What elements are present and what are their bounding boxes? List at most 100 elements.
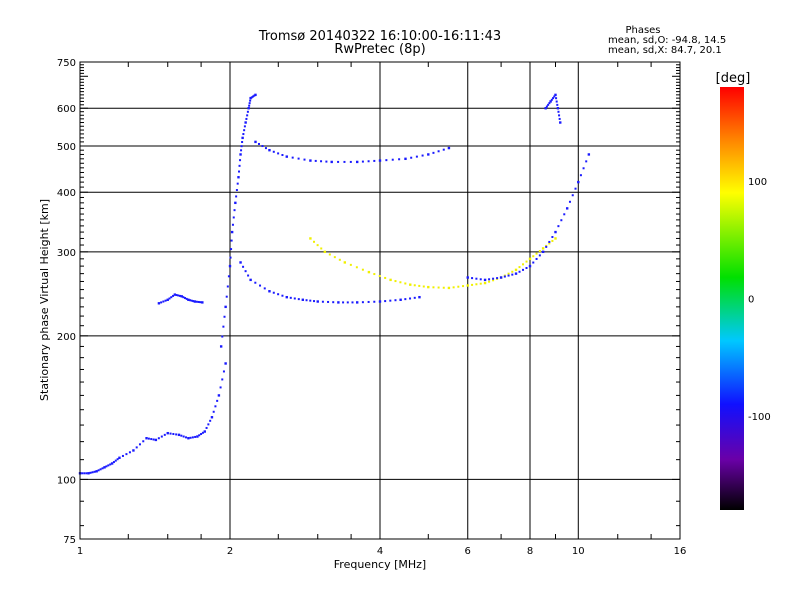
data-point <box>154 438 158 442</box>
y-axis-label: Stationary phase Virtual Height [km] <box>38 199 51 401</box>
y-tick-label: 500 <box>57 142 76 153</box>
data-point <box>349 263 352 266</box>
data-point <box>522 263 525 266</box>
data-point <box>291 156 294 159</box>
data-points <box>78 93 591 475</box>
data-point <box>173 293 177 296</box>
data-point <box>128 451 131 454</box>
data-point <box>212 410 215 413</box>
data-point <box>316 300 319 303</box>
data-point <box>164 299 167 302</box>
data-point <box>551 236 554 239</box>
data-point <box>83 472 86 475</box>
data-point <box>222 370 225 373</box>
data-point <box>488 280 491 283</box>
data-point <box>418 295 421 299</box>
data-point <box>483 281 487 285</box>
data-point <box>254 281 257 284</box>
data-point <box>239 261 242 264</box>
chart-title: Tromsø 20140322 16:10:00-16:11:43 <box>258 29 501 44</box>
data-point <box>281 154 284 157</box>
data-point <box>259 284 262 287</box>
data-point <box>337 301 340 304</box>
data-point <box>285 295 288 299</box>
data-point <box>180 434 183 437</box>
data-point <box>118 456 121 459</box>
data-point <box>187 437 190 440</box>
data-point <box>367 160 370 163</box>
data-point <box>525 260 528 263</box>
data-point <box>188 299 191 302</box>
data-point <box>466 276 469 279</box>
data-point <box>571 194 574 197</box>
y-tick-label: 750 <box>57 58 76 69</box>
data-point <box>277 293 280 296</box>
x-tick-label: 10 <box>572 546 585 557</box>
data-point <box>138 443 141 446</box>
data-point <box>243 125 246 128</box>
data-point <box>342 301 345 304</box>
x-tick-label: 8 <box>527 546 533 557</box>
data-point <box>373 273 376 276</box>
phases-o-stats: mean, sd,O: -94.8, 14.5 <box>608 35 726 46</box>
data-point <box>142 440 145 443</box>
chart-subtitle: RwPretec (8p) <box>334 42 425 57</box>
phases-x-stats: mean, sd,X: 84.7, 20.1 <box>608 45 722 56</box>
data-point <box>196 435 199 438</box>
data-point <box>442 148 445 151</box>
data-point <box>93 470 96 473</box>
data-point <box>499 276 503 279</box>
data-point <box>323 250 327 254</box>
data-point <box>325 160 328 163</box>
data-point <box>568 200 571 203</box>
data-point <box>503 275 506 278</box>
data-point <box>548 240 551 243</box>
data-point <box>447 286 451 290</box>
data-point <box>192 300 195 303</box>
y-tick-label: 100 <box>57 475 76 486</box>
data-point <box>247 274 250 277</box>
data-point <box>314 159 317 162</box>
data-point <box>479 282 482 285</box>
data-point <box>175 294 178 297</box>
data-point <box>343 261 347 264</box>
data-point <box>225 295 228 298</box>
data-point <box>187 298 190 301</box>
data-point <box>552 97 555 100</box>
data-point <box>385 159 388 162</box>
data-point <box>410 156 413 159</box>
data-point <box>492 277 495 280</box>
data-point <box>205 426 208 429</box>
data-point <box>389 299 392 302</box>
data-point <box>555 97 558 100</box>
data-point <box>224 362 227 365</box>
data-point <box>191 436 194 439</box>
data-point <box>553 95 556 98</box>
data-point <box>404 298 407 301</box>
data-point <box>511 273 514 276</box>
data-point <box>587 153 591 156</box>
data-point <box>535 252 538 255</box>
data-point <box>214 405 217 408</box>
grid <box>80 62 680 539</box>
data-point <box>185 297 188 300</box>
colorbar <box>720 87 744 510</box>
data-point <box>522 268 525 271</box>
data-point <box>239 159 242 162</box>
data-point <box>178 294 181 297</box>
data-point <box>189 436 192 439</box>
data-point <box>107 464 110 467</box>
data-point <box>337 160 340 163</box>
data-point <box>518 266 521 269</box>
data-point <box>437 150 440 153</box>
colorbar-tick-label: 100 <box>748 177 767 188</box>
data-point <box>234 201 237 205</box>
data-point <box>557 110 560 113</box>
data-point <box>518 270 521 273</box>
data-point <box>91 471 94 474</box>
data-point <box>525 266 528 269</box>
data-point <box>172 294 175 297</box>
data-point <box>415 155 418 158</box>
x-axis-label: Frequency [MHz] <box>334 558 426 571</box>
